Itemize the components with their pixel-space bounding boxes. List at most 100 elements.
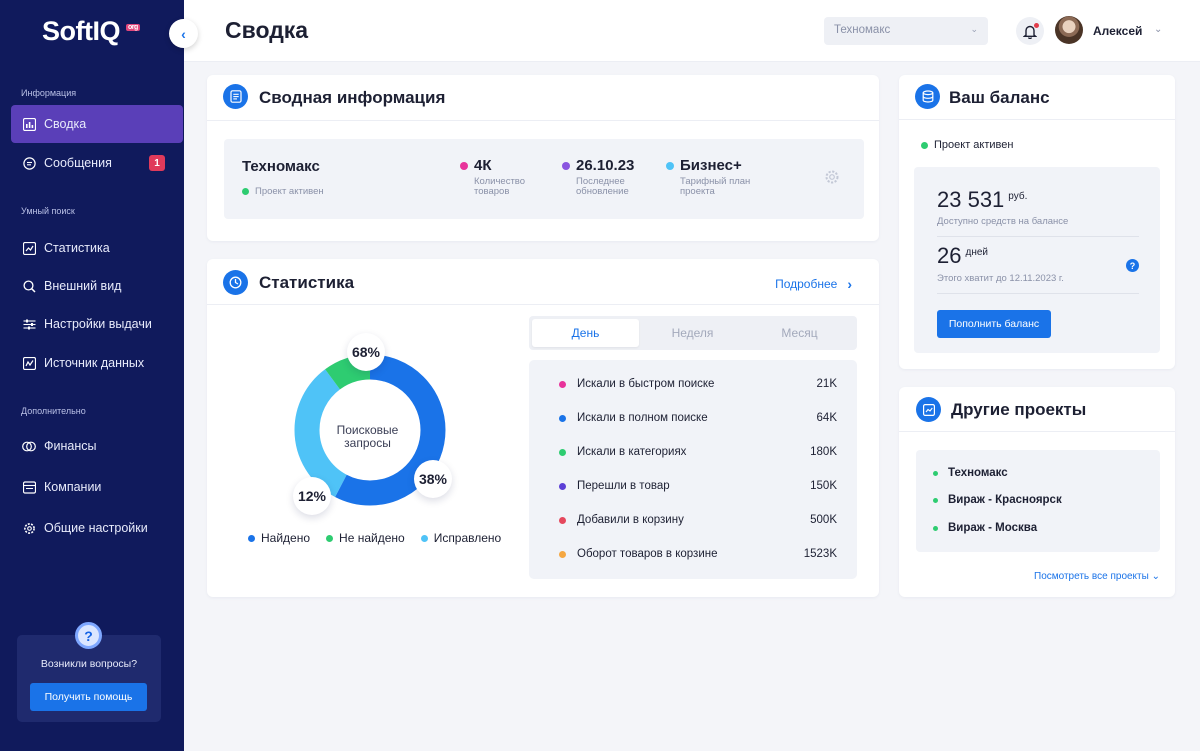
project-status: Проект активен [921,139,1013,151]
balance-panel: 23 531 руб. Доступно средств на балансе 2… [914,167,1160,353]
header: Сводка Техномакс ⌄ Алексей ⌄ [184,0,1200,62]
list-item: Искали в быстром поиске 21K [559,374,837,394]
sidebar-item-label: Настройки выдачи [44,317,152,331]
legend-dot [326,534,334,542]
sidebar-item-label: Сводка [44,117,87,131]
donut-label-found: 68% [347,333,385,371]
sidebar-item-output-settings[interactable]: Настройки выдачи [11,305,183,343]
help-box: ? Возникли вопросы? Получить помощь [17,622,161,722]
sidebar-item-appearance[interactable]: Внешний вид [11,267,183,305]
sidebar-item-label: Внешний вид [44,279,122,293]
row-label: Оборот товаров в корзине [577,548,718,560]
sidebar-item-label: Сообщения [44,156,112,170]
donut-slice-corrected [294,354,446,506]
bar-chart-icon [22,117,36,131]
get-help-button[interactable]: Получить помощь [30,683,147,711]
sidebar-item-data-source[interactable]: Источник данных [11,344,183,382]
chevron-down-icon[interactable]: ⌄ [1154,24,1163,35]
row-value: 150K [810,480,837,492]
legend-item: Найдено [248,531,310,545]
gear-icon[interactable] [824,169,842,187]
row-dot [559,550,566,558]
card-header: Статистика Подробнее › [207,259,879,305]
balance-amount-value: 23 531 [937,187,1005,212]
metric-value: 4К [474,157,492,174]
project-select[interactable]: Техномакс ⌄ [824,17,988,45]
sidebar-item-statistics[interactable]: Статистика [11,229,183,267]
chevron-left-icon: ‹ [181,25,186,42]
metric-label: Последнее обновление [576,176,629,197]
balance-amount: 23 531 руб. [937,187,1027,213]
logo[interactable]: SoftIQ org [42,16,140,47]
project-link[interactable]: Вираж - Красноярск [933,494,1062,506]
view-all-label: Посмотреть все проекты [1034,571,1149,582]
chart-doc-icon [916,397,941,422]
status-dot [933,470,938,476]
document-icon [223,84,248,109]
help-icon[interactable]: ? [1126,259,1139,272]
metric-tariff: Бизнес+ Тарифный план проекта [666,157,752,197]
legend-item: Не найдено [326,531,405,545]
sidebar-item-companies[interactable]: Компании [11,468,183,506]
project-link[interactable]: Вираж - Москва [933,522,1037,534]
balance-amount-unit: руб. [1008,190,1028,202]
chevron-down-icon: ⌄ [970,24,978,34]
clock-chart-icon [223,270,248,295]
more-link[interactable]: Подробнее › [775,276,852,292]
divider [937,236,1139,237]
period-tabs: День Неделя Месяц [529,316,857,350]
message-count-badge: 1 [149,155,165,171]
notifications-button[interactable] [1016,17,1044,45]
balance-card: Ваш баланс Проект активен 23 531 руб. Дос… [899,75,1175,369]
row-dot [559,448,566,456]
sidebar-item-label: Финансы [44,439,97,453]
sidebar-item-summary[interactable]: Сводка [11,105,183,143]
list-item: Искали в полном поиске 64K [559,408,837,428]
sidebar-item-label: Источник данных [44,356,145,370]
row-value: 180K [810,446,837,458]
donut-label-corrected: 38% [414,460,452,498]
trend-icon [22,241,36,255]
tab-month[interactable]: Месяц [781,326,818,340]
metric-value: 26.10.23 [576,157,635,174]
view-all-projects-link[interactable]: Посмотреть все проекты ⌄ [1034,571,1160,582]
row-value: 500K [810,514,837,526]
chevron-right-icon: › [847,276,852,292]
status-dot [933,525,938,531]
project-link-label: Техномакс [948,467,1008,479]
data-source-icon [22,356,36,370]
tab-week[interactable]: Неделя [671,326,714,340]
card-header: Другие проекты [899,387,1175,432]
user-name[interactable]: Алексей [1093,24,1143,38]
top-up-balance-button[interactable]: Пополнить баланс [937,310,1051,338]
tab-day[interactable]: День [532,319,639,347]
project-link[interactable]: Техномакс [933,467,1008,479]
list-item: Перешли в товар 150K [559,476,837,496]
projects-list: Техномакс Вираж - Красноярск Вираж - Мос… [916,450,1160,552]
question-icon: ? [75,622,102,649]
sidebar-item-label: Общие настройки [44,521,148,535]
logo-badge: org [126,24,140,31]
legend-label: Не найдено [339,531,405,545]
row-value: 1523K [803,548,837,560]
row-value: 21K [816,378,837,390]
chat-icon [22,156,36,170]
row-dot [559,414,566,422]
sidebar-item-finances[interactable]: Финансы [11,427,183,465]
avatar[interactable] [1055,16,1083,44]
building-icon [22,480,36,494]
legend-dot [420,534,428,542]
search-icon [22,279,36,293]
chevron-down-icon: ⌄ [1151,571,1160,582]
card-header: Ваш баланс [899,75,1175,120]
project-link-label: Вираж - Красноярск [948,494,1062,506]
row-label: Добавили в корзину [577,514,684,526]
metric-product-count: 4К Количество товаров [460,157,546,197]
row-label: Перешли в товар [577,480,670,492]
project-link-label: Вираж - Москва [948,522,1038,534]
logo-text: SoftIQ [42,16,121,46]
sidebar-item-messages[interactable]: Сообщения 1 [11,144,183,182]
row-dot [559,380,566,388]
sidebar-item-general-settings[interactable]: Общие настройки [11,509,183,547]
collapse-sidebar-button[interactable]: ‹ [169,19,198,48]
